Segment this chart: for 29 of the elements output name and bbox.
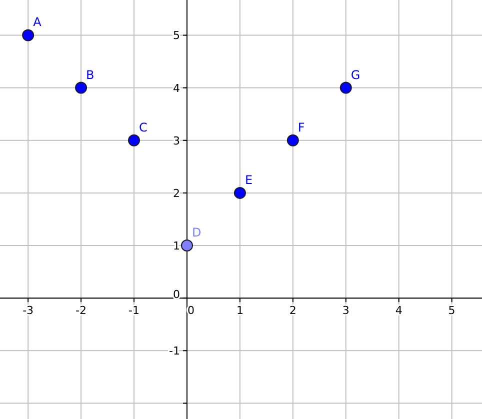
annotation: C xyxy=(139,120,148,134)
x-tick-label: 3 xyxy=(342,304,350,318)
point xyxy=(340,82,352,94)
x-tick-label: -1 xyxy=(128,304,140,318)
annotation: D xyxy=(192,226,202,240)
point xyxy=(234,186,246,199)
x-tick-label: 2 xyxy=(289,304,296,318)
point xyxy=(128,134,140,146)
point xyxy=(180,240,193,252)
y-tick-label: 2 xyxy=(172,186,180,200)
x-tick-label: 1 xyxy=(236,304,244,318)
x-tick-label: -2 xyxy=(76,304,87,318)
point xyxy=(22,29,34,42)
annotation: E xyxy=(244,172,253,187)
x-tick-label: 4 xyxy=(395,304,402,318)
annotation: G xyxy=(350,68,360,82)
y-tick-label: 5 xyxy=(172,29,180,42)
annotation: A xyxy=(33,15,42,30)
annotation: B xyxy=(86,68,94,82)
y-tick-label: 3 xyxy=(172,134,180,148)
x-tick-label: 5 xyxy=(448,304,456,318)
y-tick-label: -1 xyxy=(169,344,180,358)
y-tick-label: 4 xyxy=(172,82,180,95)
annotation: F xyxy=(298,120,305,134)
point xyxy=(286,134,299,146)
y-tick-label: 1 xyxy=(172,240,180,253)
x-tick-label: -3 xyxy=(22,304,34,318)
point xyxy=(75,82,88,94)
x-tick-label: 0 xyxy=(187,304,194,318)
